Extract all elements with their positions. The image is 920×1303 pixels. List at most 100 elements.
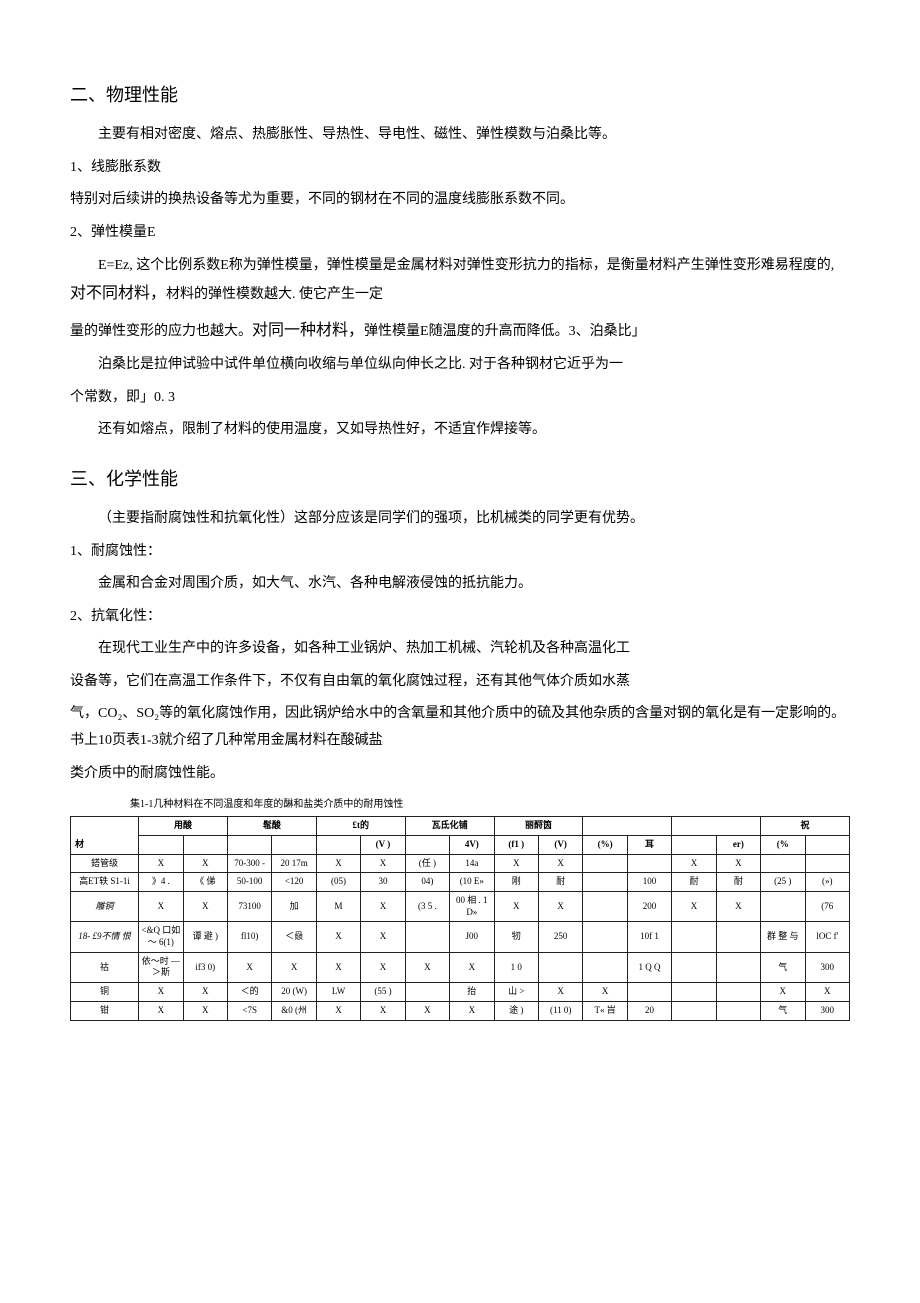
table-cell: 1 Q Q (627, 952, 671, 982)
table-cell: X (316, 854, 360, 873)
table-cell: X (183, 983, 227, 1002)
section2-s1-title: 1、线膨胀系数 (70, 155, 850, 182)
table-header: (% (761, 835, 805, 854)
table-header: 瓦氐化铺 (405, 817, 494, 836)
table-cell: <120 (272, 873, 316, 892)
table-cell: 300 (805, 952, 850, 982)
table-cell (583, 873, 627, 892)
table-cell: X (139, 854, 183, 873)
table-row-label: 祜 (71, 952, 139, 982)
table-cell: X (450, 1001, 494, 1020)
table-cell: 依～时 —＞斯 (139, 952, 183, 982)
table-header (583, 817, 672, 836)
table-cell: X (183, 892, 227, 922)
table-cell: 途 ) (494, 1001, 538, 1020)
section3-s1-title: 1、耐腐蚀性： (70, 539, 850, 566)
table-row: 铜XX＜的20 (W)LW(55 )抬山 >XXXX (71, 983, 850, 1002)
table-caption: 集1-1几种材料在不同温度和年度的醂和盐类介质中的耐用蚀性 (130, 795, 850, 814)
table-cell: 20 17m (272, 854, 316, 873)
table-cell: ＜的 (227, 983, 271, 1002)
table-cell: 50-100 (227, 873, 271, 892)
table-header: 用酸 (139, 817, 228, 836)
corrosion-table: 材 用酸 髢酸 £t的 瓦氐化铺 丽酹筃 祝 (V ) 4V) (f1 ) (V… (70, 816, 850, 1020)
table-cell: X (361, 1001, 405, 1020)
table-cell: 04) (405, 873, 449, 892)
text-run: 材料的弹性模数越大. 使它产生一定 (166, 287, 383, 302)
table-header: 丽酹筃 (494, 817, 583, 836)
table-cell (672, 983, 716, 1002)
table-header (672, 835, 716, 854)
table-cell: X (272, 952, 316, 982)
section3-s2-p1: 在现代工业生产中的许多设备，如各种工业锅炉、热加工机械、汽轮机及各种高温化工 (70, 636, 850, 663)
table-cell: X (361, 922, 405, 952)
table-row: 高ET轶 S1-1i》4 .《 俤50-100<120(05)3004)(10 … (71, 873, 850, 892)
table-header: 材 (71, 817, 139, 854)
table-cell: fl10) (227, 922, 271, 952)
table-cell: X (494, 854, 538, 873)
table-cell: X (583, 983, 627, 1002)
table-cell: &0 (州 (272, 1001, 316, 1020)
table-cell (716, 952, 760, 982)
text-run-bold: 对同一种材料， (252, 322, 364, 339)
table-cell: X (761, 983, 805, 1002)
table-cell (672, 1001, 716, 1020)
table-cell: 抬 (450, 983, 494, 1002)
text-run: 弹性模量E随温度的升高而降低。3、泊桑比」 (364, 324, 646, 339)
section2-s2-p5: 还有如熔点，限制了材料的使用温度，又如导热性好，不适宜作焊接等。 (70, 417, 850, 444)
table-cell: (») (805, 873, 850, 892)
table-header: 4V) (450, 835, 494, 854)
table-cell: X (139, 983, 183, 1002)
table-cell: X (139, 1001, 183, 1020)
table-cell: X (361, 952, 405, 982)
table-cell: 山 > (494, 983, 538, 1002)
table-cell: 20 (627, 1001, 671, 1020)
table-cell: (任 ) (405, 854, 449, 873)
table-cell: X (805, 983, 850, 1002)
text-run-bold: 对不同材料， (70, 285, 166, 302)
table-cell (583, 854, 627, 873)
table-row: 雕铜XX73100加MX(3 5 .00 相 . 1D»XX200XX(76 (71, 892, 850, 922)
table-header (405, 835, 449, 854)
table-header: (%) (583, 835, 627, 854)
table-cell (761, 854, 805, 873)
table-cell (405, 983, 449, 1002)
table-cell: X (538, 892, 582, 922)
table-sub-header-row: (V ) 4V) (f1 ) (V) (%) 耳 er) (% (71, 835, 850, 854)
table-body: 鎝管级XX70-300 -20 17mXX(任 )14aXXXX高ET轶 S1-… (71, 854, 850, 1020)
section2-p1: 主要有相对密度、熔点、热膨胀性、导热性、导电性、磁性、弹性模数与泊桑比等。 (70, 122, 850, 149)
table-cell: X (316, 952, 360, 982)
table-cell: 谭 避 ) (183, 922, 227, 952)
table-cell: (10 E» (450, 873, 494, 892)
table-cell: T« 㞱 (583, 1001, 627, 1020)
table-cell (405, 922, 449, 952)
table-cell: 14a (450, 854, 494, 873)
table-cell: J00 (450, 922, 494, 952)
table-cell: 耐 (672, 873, 716, 892)
table-cell: 30 (361, 873, 405, 892)
table-cell: 群 整 与 (761, 922, 805, 952)
table-row-label: 雕铜 (71, 892, 139, 922)
table-header: £t的 (316, 817, 405, 836)
table-cell: 耐 (716, 873, 760, 892)
table-cell: (3 5 . (405, 892, 449, 922)
table-cell: X (183, 854, 227, 873)
table-cell: (76 (805, 892, 850, 922)
table-cell (538, 952, 582, 982)
table-row: 鎝管级XX70-300 -20 17mXX(任 )14aXXXX (71, 854, 850, 873)
table-cell: 200 (627, 892, 671, 922)
text-run: E=Ez, 这个比例系数E称为弹性模量，弹性模量是金属材料对弹性变形抗力的指标，… (98, 258, 834, 273)
section3-s2-p4: 类介质中的耐腐蚀性能。 (70, 761, 850, 788)
table-cell: (55 ) (361, 983, 405, 1002)
section2-s2-title: 2、弹性模量E (70, 220, 850, 247)
table-cell (716, 922, 760, 952)
section2-s2-p3: 泊桑比是拉伸试验中试件单位横向收缩与单位纵向伸长之比. 对于各种钢材它近乎为一 (70, 352, 850, 379)
table-cell (627, 854, 671, 873)
section3-s1-p: 金属和合金对周围介质，如大气、水汽、各种电解液侵蚀的抵抗能力。 (70, 571, 850, 598)
table-cell: 》4 . (139, 873, 183, 892)
table-cell (716, 983, 760, 1002)
table-cell: X (183, 1001, 227, 1020)
table-cell: (05) (316, 873, 360, 892)
table-cell: (25 ) (761, 873, 805, 892)
section2-s1-p: 特别对后续讲的换热设备等尤为重要，不同的钢材在不同的温度线膨胀系数不同。 (70, 187, 850, 214)
table-cell: (11 0) (538, 1001, 582, 1020)
